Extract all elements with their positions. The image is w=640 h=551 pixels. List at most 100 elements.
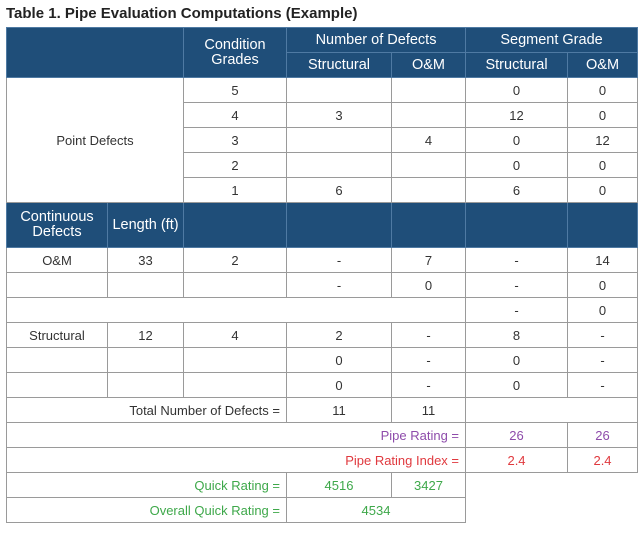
header-segment-structural: Structural xyxy=(465,52,569,78)
point-defects-label: Point Defects xyxy=(6,77,184,203)
segment-om-cell: 0 xyxy=(567,297,639,323)
header-defects-structural: Structural xyxy=(286,52,392,78)
defects-structural-cell: 0 xyxy=(286,347,392,373)
table-row: Structural 12 4 2 - 8 - xyxy=(6,322,639,348)
table-row: Point Defects 5 0 0 xyxy=(6,77,639,203)
pipe-rating-index-structural: 2.4 xyxy=(465,447,569,473)
defects-om-cell: 4 xyxy=(390,127,467,153)
defects-om-cell: - xyxy=(390,322,467,348)
total-defects-label: Total Number of Defects = xyxy=(6,397,287,423)
segment-structural-cell: 0 xyxy=(465,372,569,398)
segment-structural-cell: 0 xyxy=(465,127,569,153)
table-row: 2 0 0 xyxy=(7,152,639,178)
empty-cell xyxy=(107,372,184,398)
header-defects-om: O&M xyxy=(390,52,467,78)
header-condition-grades: Condition Grades xyxy=(183,27,287,78)
table-row: Quick Rating = 4516 3427 xyxy=(6,472,638,498)
empty-cell xyxy=(5,297,467,323)
segment-om-cell: 0 xyxy=(567,152,639,178)
defects-structural-cell: - xyxy=(286,272,392,298)
defects-structural-cell xyxy=(286,152,392,178)
segment-structural-cell: 12 xyxy=(465,102,569,128)
defects-om-cell: 7 xyxy=(390,247,467,273)
quick-rating-om: 3427 xyxy=(390,472,467,498)
table-row: Total Number of Defects = 11 11 xyxy=(6,397,639,423)
table-row: 4 3 12 0 xyxy=(7,102,639,128)
header-continuous-defects: Continuous Defects xyxy=(6,202,108,248)
continuous-structural-label: Structural xyxy=(6,322,108,348)
header-segment-om: O&M xyxy=(567,52,639,78)
pipe-rating-index-om: 2.4 xyxy=(567,447,639,473)
empty-cell xyxy=(6,272,108,298)
table-row: 0 - 0 - xyxy=(6,372,639,398)
header-segment-grade: Segment Grade xyxy=(465,27,639,53)
segment-om-cell: - xyxy=(567,372,639,398)
defects-structural-cell: 3 xyxy=(286,102,392,128)
defects-om-cell: 0 xyxy=(390,272,467,298)
header-blank-cell xyxy=(465,202,569,248)
empty-cell xyxy=(465,397,639,423)
segment-structural-cell: - xyxy=(465,272,569,298)
segment-om-cell: 0 xyxy=(567,77,639,103)
grade-cell: 4 xyxy=(183,102,287,128)
empty-cell xyxy=(183,372,287,398)
pipe-rating-structural: 26 xyxy=(465,422,569,448)
segment-om-cell: 0 xyxy=(567,102,639,128)
header-length: Length (ft) xyxy=(107,202,184,248)
header-blank-cell xyxy=(567,202,639,248)
table-row: Overall Quick Rating = 4534 xyxy=(6,497,638,523)
empty-cell xyxy=(183,272,287,298)
defects-om-cell: - xyxy=(390,372,467,398)
segment-structural-cell: 6 xyxy=(465,177,569,203)
table-row: Pipe Rating = 26 26 xyxy=(5,422,639,448)
header-blank-cell xyxy=(183,202,287,248)
grade-cell: 4 xyxy=(183,322,287,348)
pipe-evaluation-table: Condition Grades Number of Defects Segme… xyxy=(5,27,639,523)
total-defects-structural: 11 xyxy=(286,397,392,423)
quick-rating-structural: 4516 xyxy=(286,472,392,498)
segment-om-cell: 0 xyxy=(567,272,639,298)
empty-cell xyxy=(6,372,108,398)
total-defects-om: 11 xyxy=(390,397,467,423)
empty-cell xyxy=(6,347,108,373)
segment-structural-cell: 0 xyxy=(465,347,569,373)
defects-om-cell xyxy=(390,177,467,203)
defects-structural-cell: 6 xyxy=(286,177,392,203)
table-row: O&M 33 2 - 7 - 14 xyxy=(6,247,639,273)
grade-cell: 2 xyxy=(183,152,287,178)
segment-om-cell: 14 xyxy=(567,247,639,273)
header-blank-cell xyxy=(286,202,392,248)
empty-cell xyxy=(465,472,638,498)
table-row: Pipe Rating Index = 2.4 2.4 xyxy=(5,447,639,473)
empty-cell xyxy=(107,272,184,298)
overall-quick-rating-value: 4534 xyxy=(285,497,467,523)
defects-structural-cell: - xyxy=(286,247,392,273)
quick-rating-label: Quick Rating = xyxy=(6,472,287,498)
segment-om-cell: 12 xyxy=(567,127,639,153)
grade-cell: 1 xyxy=(183,177,287,203)
defects-structural-cell xyxy=(286,77,392,103)
grade-cell: 5 xyxy=(183,77,287,103)
overall-quick-rating-label: Overall Quick Rating = xyxy=(6,497,287,523)
defects-structural-cell: 2 xyxy=(286,322,392,348)
empty-cell xyxy=(183,347,287,373)
defects-om-cell: - xyxy=(390,347,467,373)
segment-structural-cell: - xyxy=(465,297,569,323)
header-blank-cell xyxy=(6,27,184,78)
segment-structural-cell: 0 xyxy=(465,152,569,178)
table-row: - 0 - 0 xyxy=(6,272,639,298)
defects-structural-cell xyxy=(286,127,392,153)
grade-cell: 2 xyxy=(183,247,287,273)
defects-om-cell xyxy=(390,152,467,178)
pipe-rating-label: Pipe Rating = xyxy=(5,422,467,448)
segment-structural-cell: 8 xyxy=(465,322,569,348)
length-cell: 33 xyxy=(107,247,184,273)
pipe-rating-index-label: Pipe Rating Index = xyxy=(5,447,467,473)
defects-om-cell xyxy=(390,77,467,103)
continuous-om-label: O&M xyxy=(6,247,108,273)
segment-om-cell: 0 xyxy=(567,177,639,203)
pipe-rating-om: 26 xyxy=(567,422,639,448)
table-row: - 0 xyxy=(5,297,639,323)
header-number-of-defects: Number of Defects xyxy=(285,27,467,53)
table-title: Table 1. Pipe Evaluation Computations (E… xyxy=(6,5,358,22)
